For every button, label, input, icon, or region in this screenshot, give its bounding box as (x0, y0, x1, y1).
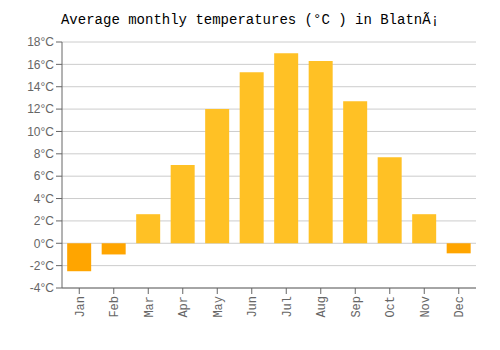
html-text:Average monthly temperatures (: Average monthly temperatures (°C ) in Bl… (61, 12, 439, 28)
svg-text:0°C: 0°C (34, 237, 54, 251)
svg-text:Jan: Jan (74, 296, 88, 318)
svg-text:Oct: Oct (384, 296, 398, 318)
svg-text:8°C: 8°C (34, 147, 54, 161)
svg-text:Feb: Feb (108, 296, 122, 318)
svg-text:14°C: 14°C (27, 80, 54, 94)
svg-text:-2°C: -2°C (30, 259, 54, 273)
svg-text:Nov: Nov (419, 296, 433, 318)
svg-text:Aug: Aug (315, 296, 329, 318)
svg-text:Sep: Sep (350, 296, 364, 318)
svg-text:Jul: Jul (281, 296, 295, 318)
svg-text:2°C: 2°C (34, 214, 54, 228)
svg-text:Jun: Jun (246, 296, 260, 318)
svg-text:May: May (212, 296, 226, 318)
svg-text:Dec: Dec (453, 296, 467, 318)
svg-text:12°C: 12°C (27, 102, 54, 116)
svg-text:4°C: 4°C (34, 192, 54, 206)
svg-text:6°C: 6°C (34, 169, 54, 183)
svg-text:-4°C: -4°C (30, 281, 54, 295)
svg-text:10°C: 10°C (27, 125, 54, 139)
svg-text:16°C: 16°C (27, 58, 54, 72)
svg-text:18°C: 18°C (27, 35, 54, 49)
svg-text:Mar: Mar (143, 296, 157, 318)
svg-text:Apr: Apr (177, 296, 191, 318)
